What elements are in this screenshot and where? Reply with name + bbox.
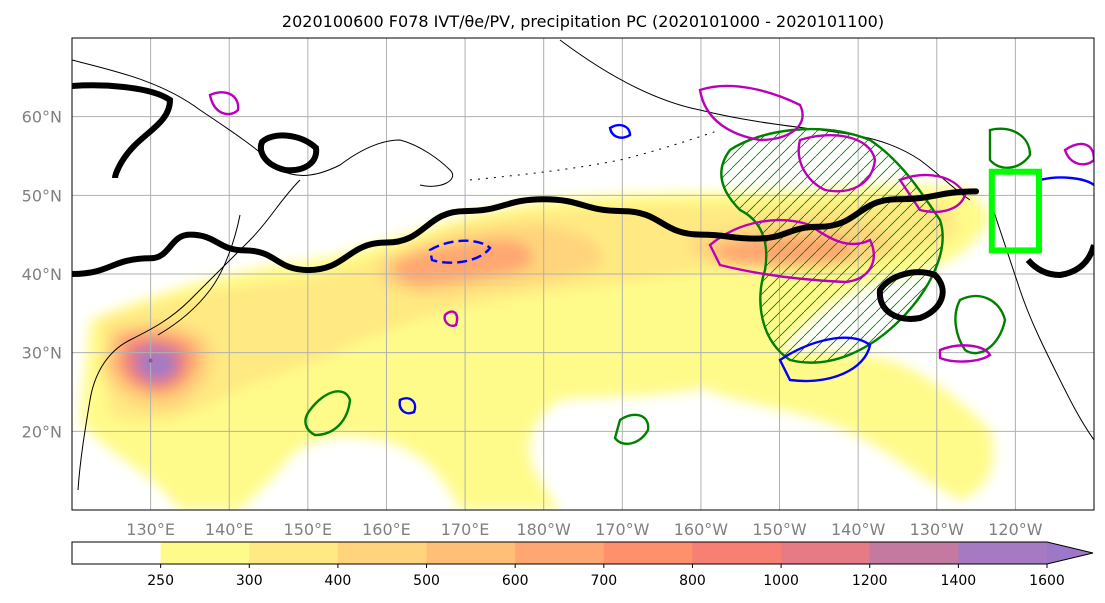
colorbar-tick-label: 500 xyxy=(413,573,440,589)
precip-pc-blob-east xyxy=(954,294,1007,355)
target-region-box xyxy=(988,168,1042,254)
colorbar-segment xyxy=(781,542,871,564)
coastline-north-america xyxy=(989,199,1094,441)
lon-tick-label: 170°W xyxy=(595,520,650,539)
pv-contour-small xyxy=(398,397,417,415)
colorbar-segment xyxy=(72,542,162,564)
theta-e-contour-far-west xyxy=(208,91,240,116)
lon-tick-label: 130°W xyxy=(910,520,965,539)
coastline-japan xyxy=(157,214,241,336)
ivt-level-250-secondary xyxy=(700,350,994,500)
colorbar-tick-label: 250 xyxy=(147,573,174,589)
colorbar-outline xyxy=(71,541,1094,565)
lat-tick-label: 50°N xyxy=(22,186,62,205)
jet-axis-contour xyxy=(72,188,980,277)
theta-e-contour-coast xyxy=(898,173,967,214)
precip-pc-blob-north xyxy=(988,127,1032,169)
map-area xyxy=(71,37,1095,511)
lat-tick-label: 40°N xyxy=(22,265,62,284)
ivt-level-1400 xyxy=(137,348,177,380)
lat-tick-label: 20°N xyxy=(22,422,62,441)
lon-tick-label: 140°E xyxy=(205,520,254,539)
colorbar-segment xyxy=(426,542,516,564)
colorbar-tick-label: 800 xyxy=(679,573,706,589)
precip-pc-blob-west-pacific xyxy=(304,390,352,437)
lon-tick-label: 150°W xyxy=(752,520,807,539)
theta-e-contour-jet xyxy=(708,219,875,284)
lon-tick-label: 130°E xyxy=(126,520,175,539)
pv-contour-dateline xyxy=(428,239,492,264)
theta-e-contours xyxy=(208,84,1094,363)
jet-contour-east xyxy=(876,269,946,322)
colorbar-tick-label: 1200 xyxy=(852,573,888,589)
precip-pc-blob-central-pacific xyxy=(613,413,650,446)
colorbar-segment xyxy=(958,542,1048,564)
colorbar-segment xyxy=(160,542,250,564)
longitude-axis: 130°E 140°E 150°E 160°E 170°E 180°W 170°W 160°W… xyxy=(126,520,1042,539)
lat-tick-label: 30°N xyxy=(22,344,62,363)
theta-e-contour-small xyxy=(443,310,459,327)
lon-tick-label: 180°W xyxy=(517,520,572,539)
jet-contour-kamchatka xyxy=(258,132,320,174)
colorbar-segment xyxy=(692,542,782,564)
colorbar-tick-label: 400 xyxy=(325,573,352,589)
chart-title: 2020100600 F078 IVT/θe/PV, precipitation… xyxy=(282,12,884,31)
colorbar-segment xyxy=(337,542,428,564)
jet-contour-coast xyxy=(1025,244,1094,279)
theta-e-contour-gulf xyxy=(797,133,877,193)
pv-contour-east xyxy=(778,336,872,383)
colorbar-tick-label: 1400 xyxy=(941,573,977,589)
latitude-axis: 20°N 30°N 40°N 50°N 60°N xyxy=(22,108,62,442)
colorbar-tick-label: 300 xyxy=(236,573,263,589)
lat-tick-label: 60°N xyxy=(22,108,62,127)
map-frame xyxy=(71,37,1095,511)
lon-tick-label: 140°W xyxy=(831,520,886,539)
colorbar-tick-label: 700 xyxy=(590,573,617,589)
colorbar-tick-label: 1600 xyxy=(1029,573,1065,589)
theta-e-contour-alaska xyxy=(698,84,804,142)
colorbar-segment xyxy=(515,542,605,564)
jet-closed-contours xyxy=(72,82,1094,322)
theta-e-contour-south xyxy=(938,344,992,363)
ivt-colorbar: 250 300 400 500 600 700 800 1000 1200 1400 1600 xyxy=(71,541,1094,589)
colorbar-tick-label: 600 xyxy=(502,573,529,589)
pv-contour-north xyxy=(608,124,632,139)
lon-tick-label: 120°W xyxy=(988,520,1043,539)
jet-contour-northwest xyxy=(72,82,174,179)
colorbar-tick-label: 1000 xyxy=(763,573,799,589)
lon-tick-label: 150°E xyxy=(284,520,333,539)
coastlines xyxy=(72,39,1094,491)
lon-tick-label: 160°E xyxy=(362,520,411,539)
colorbar-extend-arrow xyxy=(1047,542,1093,564)
theta-e-contour-corner xyxy=(1063,142,1094,166)
colorbar-segment xyxy=(869,542,959,564)
precip-pc-contours xyxy=(304,127,1032,446)
colorbar-segment xyxy=(249,542,339,564)
coastline-asia xyxy=(72,59,453,491)
pv-contours xyxy=(398,124,1094,415)
lon-tick-label: 170°E xyxy=(441,520,490,539)
ivt-maximum-marker xyxy=(148,358,153,363)
pv-contour-coast xyxy=(1039,176,1094,187)
lon-tick-label: 160°W xyxy=(674,520,729,539)
colorbar-segment xyxy=(603,542,693,564)
